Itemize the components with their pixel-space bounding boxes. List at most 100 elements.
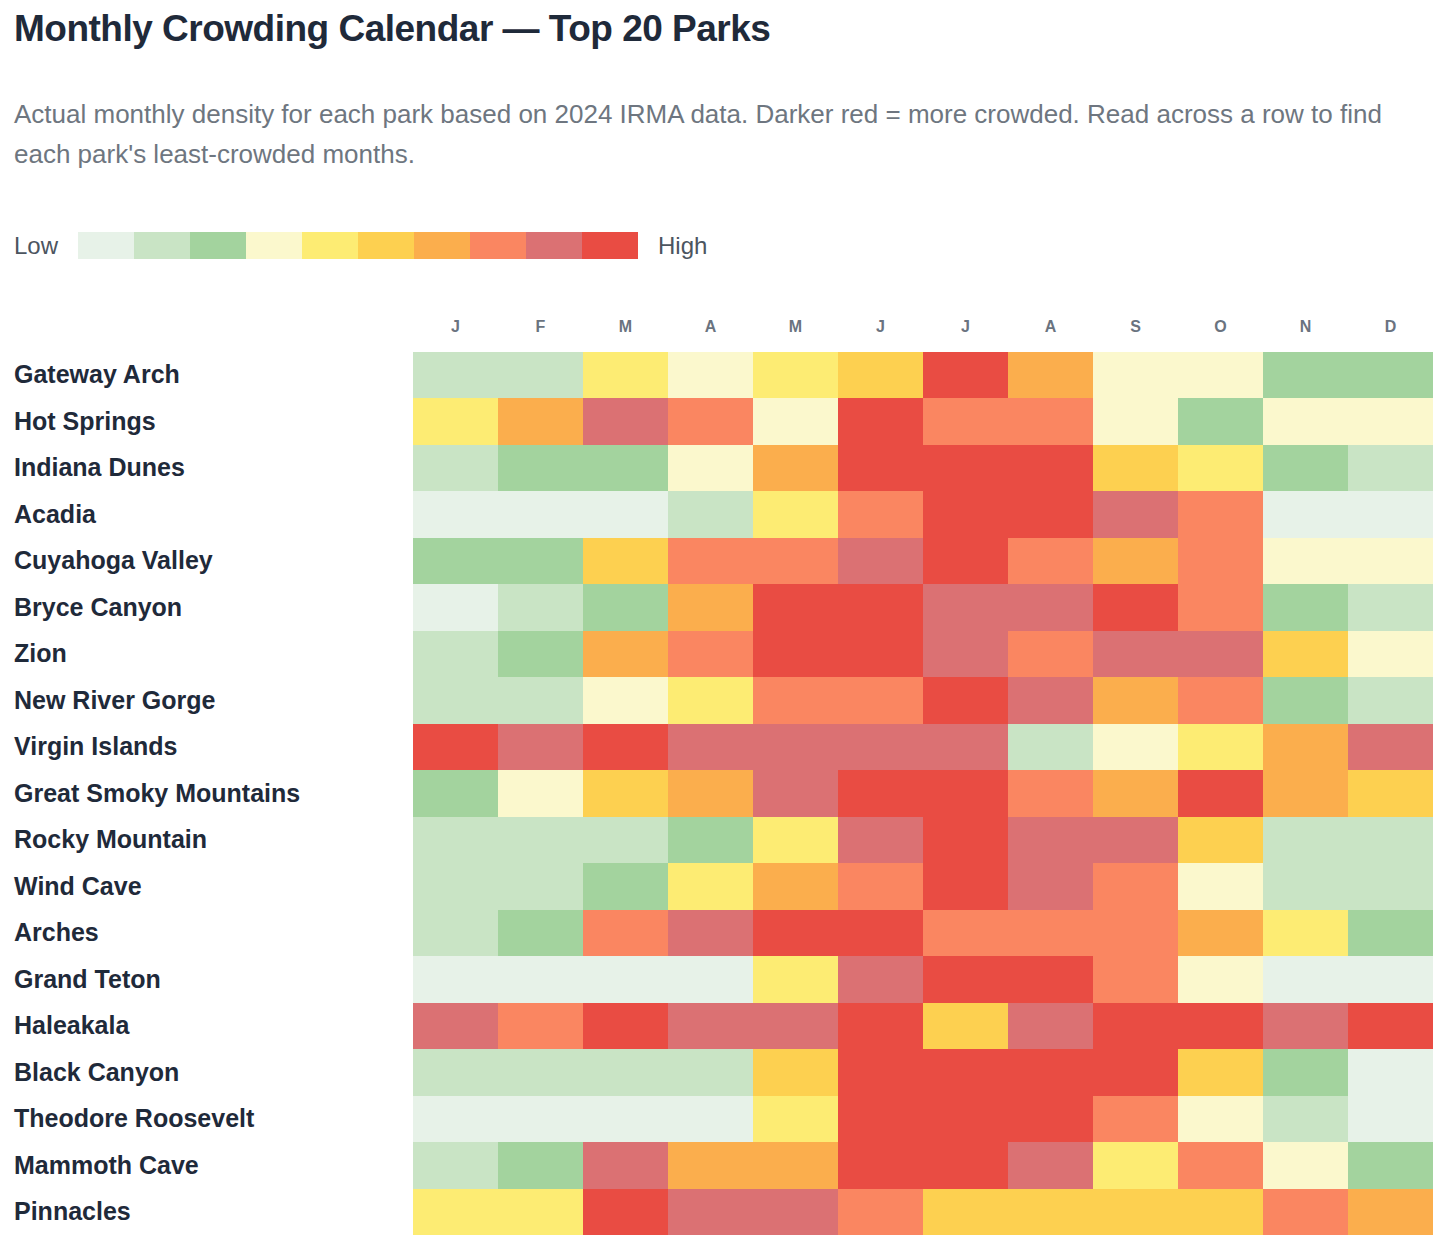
heatmap-cell — [498, 631, 583, 678]
heatmap-cell — [583, 352, 668, 399]
heatmap-cell — [1178, 538, 1263, 585]
heatmap-cell — [498, 352, 583, 399]
heatmap-cell — [668, 956, 753, 1003]
legend-high-label: High — [658, 232, 707, 260]
legend-swatch — [134, 232, 190, 259]
heatmap-cell — [413, 863, 498, 910]
heatmap-cell — [1178, 491, 1263, 538]
heatmap-cell — [498, 1049, 583, 1096]
heatmap-cell — [668, 538, 753, 585]
heatmap-cell — [1093, 1189, 1178, 1236]
heatmap-cell — [413, 491, 498, 538]
heatmap-cell — [668, 677, 753, 724]
park-label: Gateway Arch — [14, 352, 413, 399]
heatmap-cell — [753, 863, 838, 910]
heatmap-cell — [753, 631, 838, 678]
heatmap-cell — [1008, 956, 1093, 1003]
heatmap-cell — [668, 445, 753, 492]
heatmap-cell — [753, 584, 838, 631]
heatmap-cell — [1263, 1096, 1348, 1143]
heatmap-cell — [838, 1096, 923, 1143]
heatmap-cell — [1348, 584, 1433, 631]
heatmap-cell — [838, 1049, 923, 1096]
heatmap-cell — [1348, 724, 1433, 771]
color-legend: Low High — [14, 232, 1440, 259]
heatmap-cell — [1263, 538, 1348, 585]
heatmap-cell — [1008, 538, 1093, 585]
legend-gradient — [78, 232, 638, 259]
heatmap-cell — [1348, 677, 1433, 724]
month-header: M — [583, 305, 668, 343]
park-label: Arches — [14, 910, 413, 957]
heatmap-corner-spacer — [14, 305, 413, 343]
heatmap-cell — [1263, 1049, 1348, 1096]
heatmap-cell — [1263, 445, 1348, 492]
heatmap-cell — [1178, 677, 1263, 724]
heatmap-cell — [668, 1189, 753, 1236]
heatmap-cell — [838, 352, 923, 399]
month-header: N — [1263, 305, 1348, 343]
heatmap-cell — [923, 724, 1008, 771]
heatmap-cell — [1263, 956, 1348, 1003]
heatmap-cell — [1178, 1003, 1263, 1050]
heatmap-cell — [1093, 398, 1178, 445]
park-label: New River Gorge — [14, 677, 413, 724]
heatmap-cell — [413, 631, 498, 678]
heatmap-cell — [413, 1049, 498, 1096]
heatmap-cell — [1093, 352, 1178, 399]
heatmap-cell — [1263, 817, 1348, 864]
heatmap-cell — [498, 491, 583, 538]
heatmap-cell — [1178, 910, 1263, 957]
heatmap-cell — [1008, 1096, 1093, 1143]
heatmap-cell — [1178, 631, 1263, 678]
heatmap-cell — [753, 398, 838, 445]
park-label: Great Smoky Mountains — [14, 770, 413, 817]
park-label: Virgin Islands — [14, 724, 413, 771]
heatmap-cell — [1348, 631, 1433, 678]
heatmap-cell — [1348, 352, 1433, 399]
heatmap-cell — [1093, 956, 1178, 1003]
heatmap-cell — [753, 817, 838, 864]
heatmap-cell — [668, 910, 753, 957]
heatmap-cell — [753, 1003, 838, 1050]
heatmap-cell — [1093, 770, 1178, 817]
legend-swatch — [526, 232, 582, 259]
heatmap-cell — [1008, 631, 1093, 678]
heatmap-cell — [1178, 770, 1263, 817]
heatmap-cell — [923, 1049, 1008, 1096]
chart-subtitle: Actual monthly density for each park bas… — [14, 94, 1416, 174]
month-header: J — [838, 305, 923, 343]
month-header: S — [1093, 305, 1178, 343]
heatmap-cell — [1093, 724, 1178, 771]
heatmap-cell — [583, 1096, 668, 1143]
heatmap-cell — [1093, 631, 1178, 678]
heatmap-cell — [838, 956, 923, 1003]
heatmap-cell — [413, 1189, 498, 1236]
heatmap-cell — [1008, 1003, 1093, 1050]
heatmap-cell — [838, 631, 923, 678]
heatmap-cell — [1348, 817, 1433, 864]
month-header: A — [1008, 305, 1093, 343]
heatmap-cell — [923, 631, 1008, 678]
heatmap-cell — [1178, 1142, 1263, 1189]
park-label: Black Canyon — [14, 1049, 413, 1096]
heatmap-cell — [1348, 770, 1433, 817]
heatmap-cell — [1178, 352, 1263, 399]
heatmap-cell — [1263, 398, 1348, 445]
page: Monthly Crowding Calendar — Top 20 Parks… — [0, 0, 1440, 1240]
heatmap-cell — [1263, 677, 1348, 724]
heatmap-cell — [1263, 352, 1348, 399]
month-header: F — [498, 305, 583, 343]
heatmap-cell — [1178, 817, 1263, 864]
heatmap-cell — [583, 1003, 668, 1050]
heatmap-cell — [1178, 1096, 1263, 1143]
month-header: J — [413, 305, 498, 343]
heatmap-cell — [583, 1189, 668, 1236]
heatmap-cell — [1008, 724, 1093, 771]
heatmap-cell — [838, 445, 923, 492]
heatmap-cell — [1093, 538, 1178, 585]
heatmap-cell — [923, 863, 1008, 910]
heatmap-cell — [1178, 724, 1263, 771]
heatmap-cell — [413, 538, 498, 585]
heatmap-cell — [1263, 491, 1348, 538]
